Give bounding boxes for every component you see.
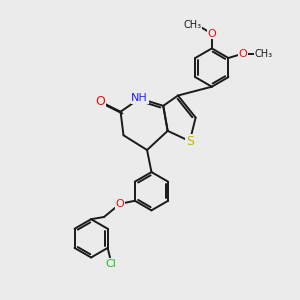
Text: O: O [95, 95, 105, 108]
Text: NH: NH [131, 94, 148, 103]
Text: O: O [116, 199, 124, 209]
Text: O: O [208, 29, 216, 39]
Text: CH₃: CH₃ [255, 49, 273, 58]
Text: Cl: Cl [105, 259, 116, 269]
Text: S: S [186, 135, 194, 148]
Text: CH₃: CH₃ [184, 20, 202, 30]
Text: O: O [239, 49, 248, 58]
